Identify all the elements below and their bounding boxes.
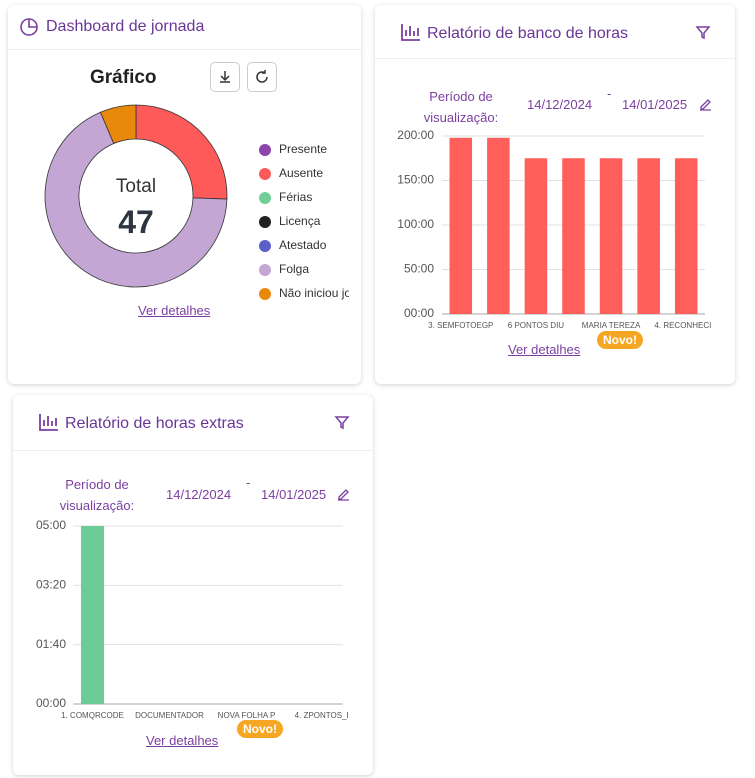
card-title: Relatório de horas extras — [65, 415, 244, 432]
start-date: 14/12/2024 — [527, 97, 593, 112]
bar-icon — [401, 24, 420, 41]
card-bank-hours: Relatório de banco de horas Período de v… — [375, 5, 735, 384]
card-title: Dashboard de jornada — [46, 18, 205, 35]
total-value: 47 — [118, 204, 154, 240]
new-badge: Novo! — [597, 331, 643, 349]
pie-icon — [20, 18, 38, 36]
filter-button[interactable] — [334, 415, 350, 431]
bar-icon — [39, 414, 58, 431]
end-date: 14/01/2025 — [261, 487, 327, 502]
edit-button[interactable] — [336, 487, 350, 501]
refresh-button[interactable] — [247, 62, 277, 92]
filter-button[interactable] — [695, 25, 711, 41]
date-separator: - — [607, 86, 612, 101]
period-label: Período de visualização: — [59, 477, 135, 513]
download-button[interactable] — [210, 62, 240, 92]
new-badge: Novo! — [237, 720, 283, 738]
details-link[interactable]: Ver detalhes — [146, 733, 219, 748]
card-dashboard: Dashboard de jornada Gráfico Total 47 Ve… — [8, 5, 361, 384]
date-separator: - — [246, 475, 251, 490]
end-date: 14/01/2025 — [622, 97, 688, 112]
details-link[interactable]: Ver detalhes — [138, 303, 211, 318]
total-label: Total — [115, 176, 157, 197]
chart-subtitle: Gráfico — [90, 67, 157, 88]
start-date: 14/12/2024 — [166, 487, 232, 502]
card-overtime: Relatório de horas extras Período de vis… — [13, 395, 373, 775]
card-title: Relatório de banco de horas — [427, 25, 629, 42]
details-link[interactable]: Ver detalhes — [508, 342, 581, 357]
edit-button[interactable] — [698, 97, 712, 111]
period-label: Período de visualização: — [423, 89, 499, 125]
